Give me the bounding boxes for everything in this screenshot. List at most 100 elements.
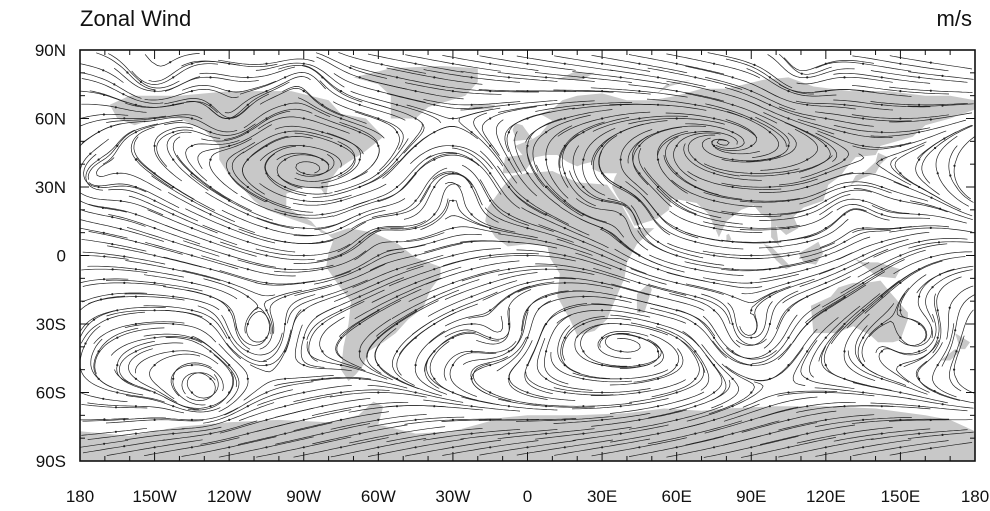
streamline-dot: [638, 281, 641, 284]
streamline-dot: [153, 418, 156, 421]
streamline-dot: [899, 117, 902, 120]
streamline-dot: [302, 172, 305, 175]
streamline-dot: [302, 364, 305, 367]
streamline-dot: [380, 63, 383, 66]
streamline-dot: [899, 144, 902, 147]
streamline: [941, 294, 975, 367]
streamline-dot: [918, 131, 921, 134]
streamline-dot: [172, 405, 175, 408]
streamline-dot: [139, 80, 142, 83]
streamline-dot: [787, 418, 790, 421]
streamline-dot: [339, 90, 343, 93]
streamline-dot: [451, 227, 454, 230]
streamline-dot: [806, 405, 809, 408]
streamline-dot: [750, 144, 753, 147]
streamline-dot: [843, 185, 846, 189]
streamline-dot: [246, 432, 249, 435]
streamline-dot: [619, 268, 622, 271]
streamline-dot: [899, 281, 902, 284]
streamline-dot: [787, 199, 790, 202]
streamline: [948, 145, 974, 203]
streamline-dot: [619, 432, 622, 435]
streamline-dot: [731, 432, 734, 435]
streamline-dot: [880, 350, 883, 353]
streamline-dot: [507, 131, 510, 134]
streamline-dot: [712, 62, 716, 65]
x-tick-label: 30E: [587, 487, 617, 506]
streamline-dot: [507, 377, 510, 380]
streamline-dot: [941, 403, 944, 406]
streamline-dot: [321, 295, 324, 298]
streamline-dot: [265, 117, 268, 120]
streamline-dot: [712, 446, 716, 449]
streamline-dot: [750, 418, 753, 421]
streamline-dot: [675, 227, 678, 230]
streamline-dot: [582, 76, 585, 79]
streamline-dot: [880, 185, 883, 189]
streamline-dot: [489, 336, 492, 339]
streamline-dot: [880, 268, 883, 271]
streamline-dot: [787, 227, 790, 230]
streamline-dot: [563, 309, 566, 312]
streamline-dot: [116, 391, 119, 394]
streamline-dot: [843, 432, 846, 435]
streamline-dot: [111, 268, 114, 271]
streamline-dot: [209, 103, 212, 106]
streamline-dot: [153, 309, 156, 312]
streamline-dot: [694, 432, 697, 435]
streamline-dot: [358, 295, 361, 298]
streamline-dot: [377, 364, 380, 367]
streamline-dot: [787, 281, 790, 284]
streamline-dot: [321, 350, 324, 353]
streamline-dot: [172, 240, 175, 243]
streamline-dot: [843, 240, 846, 243]
streamline-dot: [489, 144, 492, 147]
streamline: [707, 52, 793, 89]
streamline-dot: [806, 131, 809, 134]
streamline-dot: [134, 350, 137, 353]
streamline-dot: [675, 446, 678, 449]
streamline-dot: [750, 254, 753, 257]
streamline-dot: [265, 446, 268, 449]
streamline-dot: [123, 281, 126, 284]
streamline-dot: [507, 240, 510, 243]
streamline-dot: [862, 117, 865, 120]
streamline-dot: [768, 185, 772, 189]
streamline-dot: [731, 131, 734, 134]
streamline-dot: [806, 103, 809, 106]
streamline-dot: [731, 322, 734, 326]
streamline-dot: [563, 281, 566, 284]
streamline-dot: [153, 281, 156, 284]
streamline-dot: [116, 172, 119, 175]
streamline-dot: [489, 446, 492, 449]
streamline-dot: [414, 364, 417, 367]
streamline-dot: [246, 377, 249, 380]
streamline-dot: [507, 268, 510, 271]
streamline-dot: [451, 281, 454, 284]
streamline-dot: [507, 103, 510, 106]
streamline-dot: [190, 117, 193, 120]
streamline-dot: [934, 146, 937, 150]
streamline-dot: [134, 322, 137, 326]
x-tick-label: 0: [523, 487, 532, 506]
streamline-dot: [489, 90, 492, 93]
streamline-dot: [694, 377, 697, 380]
streamline-dot: [103, 418, 106, 421]
streamline-dot: [228, 446, 231, 449]
streamline-dot: [321, 432, 324, 435]
x-tick-label: 150W: [132, 487, 176, 506]
streamline-dot: [265, 418, 268, 421]
streamline-dot: [134, 185, 137, 189]
streamline-dot: [153, 172, 156, 175]
streamline-dot: [433, 322, 436, 326]
streamline-dot: [190, 172, 193, 175]
streamline-dot: [545, 158, 548, 161]
streamline-dot: [265, 62, 268, 65]
land-sri-lanka: [726, 233, 732, 242]
streamline-dot: [601, 281, 604, 284]
x-tick-label: 90E: [736, 487, 766, 506]
streamline-dot: [843, 268, 846, 271]
land-layer: [80, 66, 975, 461]
streamline-dot: [824, 391, 827, 394]
streamline-dot: [899, 199, 902, 202]
